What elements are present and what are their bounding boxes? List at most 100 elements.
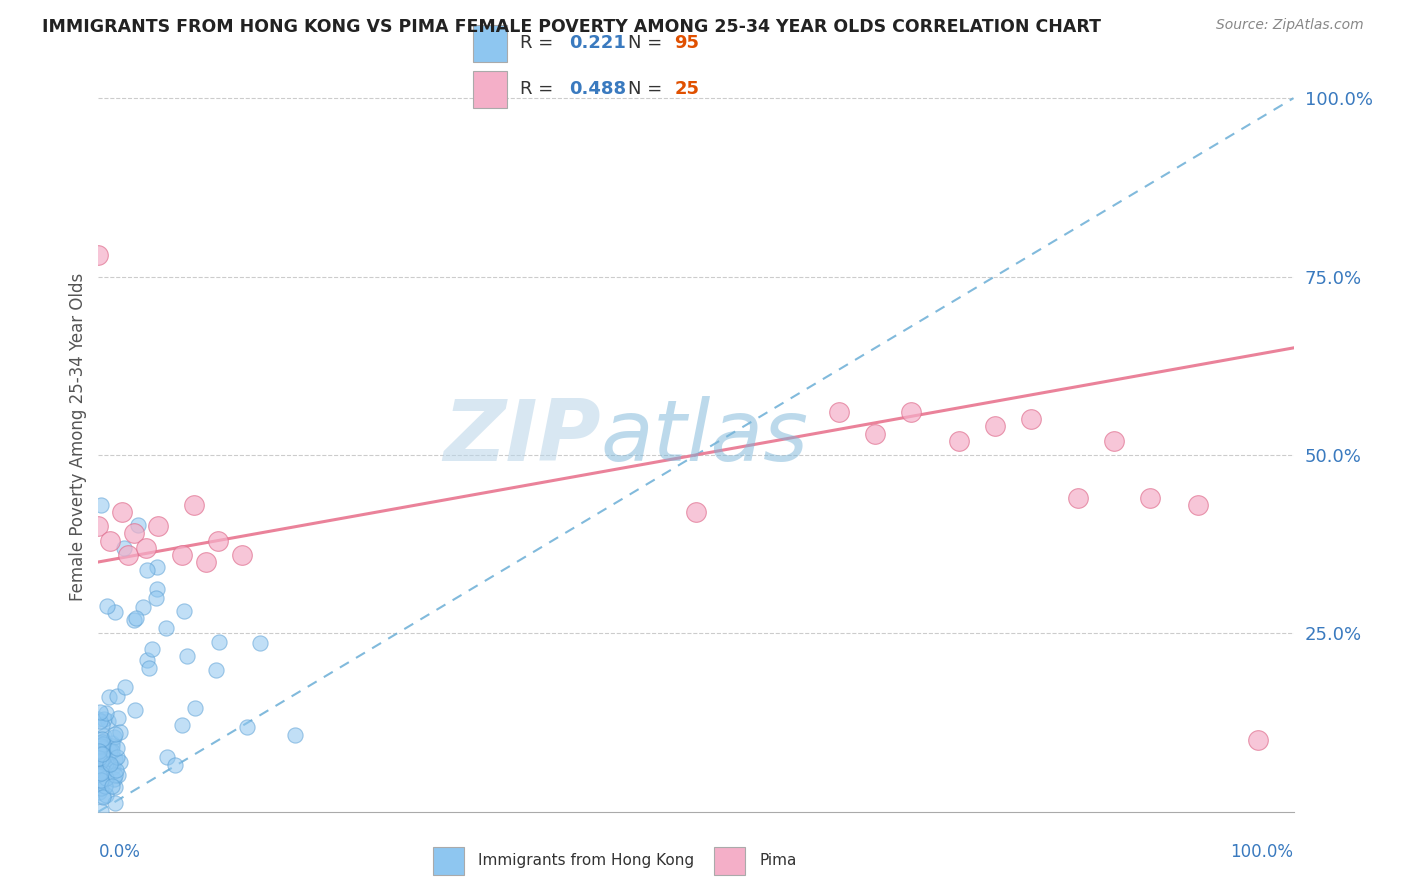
Point [828,405,851,419]
Point [90,781,112,796]
Text: N =: N = [628,80,668,98]
Point [105,749,128,764]
Point [104,796,127,810]
FancyBboxPatch shape [714,847,745,875]
Point [105,689,128,703]
Point [208,635,231,649]
Text: 95: 95 [675,35,699,53]
Point [1247,733,1270,747]
Point [87,736,110,750]
Point [89,745,111,759]
Point [90,754,112,768]
Point [93,729,115,743]
Point [89,764,111,778]
Point [1104,434,1126,448]
Point [89,744,111,758]
Point [145,582,167,597]
Point [89,767,111,781]
Point [163,758,186,772]
Point [87,248,110,262]
Point [205,663,228,677]
Point [865,426,887,441]
Point [108,724,131,739]
Point [94,789,117,803]
Point [93,712,115,726]
Point [111,505,134,519]
Point [155,621,177,635]
Point [97,714,120,728]
Point [104,727,127,741]
Point [685,505,707,519]
Point [101,779,124,793]
Point [93,750,115,764]
Point [104,752,127,766]
Point [101,743,124,757]
Point [103,772,125,786]
Point [124,703,146,717]
Text: IMMIGRANTS FROM HONG KONG VS PIMA FEMALE POVERTY AMONG 25-34 YEAR OLDS CORRELATI: IMMIGRANTS FROM HONG KONG VS PIMA FEMALE… [42,18,1101,36]
Point [146,560,169,574]
Text: 0.488: 0.488 [569,80,626,98]
Point [135,541,157,555]
Text: Pima: Pima [759,854,797,868]
Point [91,717,114,731]
Point [90,765,112,780]
Point [91,737,114,751]
Point [89,714,111,728]
Text: N =: N = [628,35,668,53]
Point [172,717,194,731]
Point [125,611,148,625]
Point [93,761,115,775]
Point [104,763,127,777]
Point [183,498,205,512]
Text: Source: ZipAtlas.com: Source: ZipAtlas.com [1216,18,1364,32]
Point [90,499,112,513]
Point [173,604,195,618]
Point [984,419,1007,434]
Point [93,789,115,804]
Point [117,548,139,562]
Point [91,747,114,761]
Point [103,780,125,794]
Point [145,591,167,606]
Point [148,519,170,533]
Point [90,740,112,755]
Point [91,746,114,760]
Point [176,649,198,664]
Text: R =: R = [520,35,558,53]
Point [107,768,129,782]
Point [114,680,136,694]
Text: R =: R = [520,80,558,98]
Point [900,405,922,419]
Point [104,605,127,619]
Text: 0.221: 0.221 [569,35,626,53]
Point [97,756,120,771]
Point [91,764,114,778]
FancyBboxPatch shape [474,25,508,62]
Point [96,771,118,785]
Point [98,533,122,548]
Point [101,736,124,750]
Point [103,730,125,744]
Point [112,541,135,556]
Point [90,773,112,788]
Point [207,533,229,548]
Point [87,519,110,533]
Point [90,760,112,774]
Point [90,804,112,818]
Point [91,774,114,789]
Point [98,756,121,771]
Text: atlas: atlas [600,395,808,479]
Text: 25: 25 [675,80,699,98]
Point [89,705,111,719]
Point [87,763,110,777]
Point [132,600,155,615]
Point [156,750,179,764]
FancyBboxPatch shape [474,70,508,108]
Point [1019,412,1042,426]
Point [91,735,114,749]
Point [284,727,307,741]
Point [195,555,218,569]
Point [87,785,110,799]
Point [105,740,128,755]
